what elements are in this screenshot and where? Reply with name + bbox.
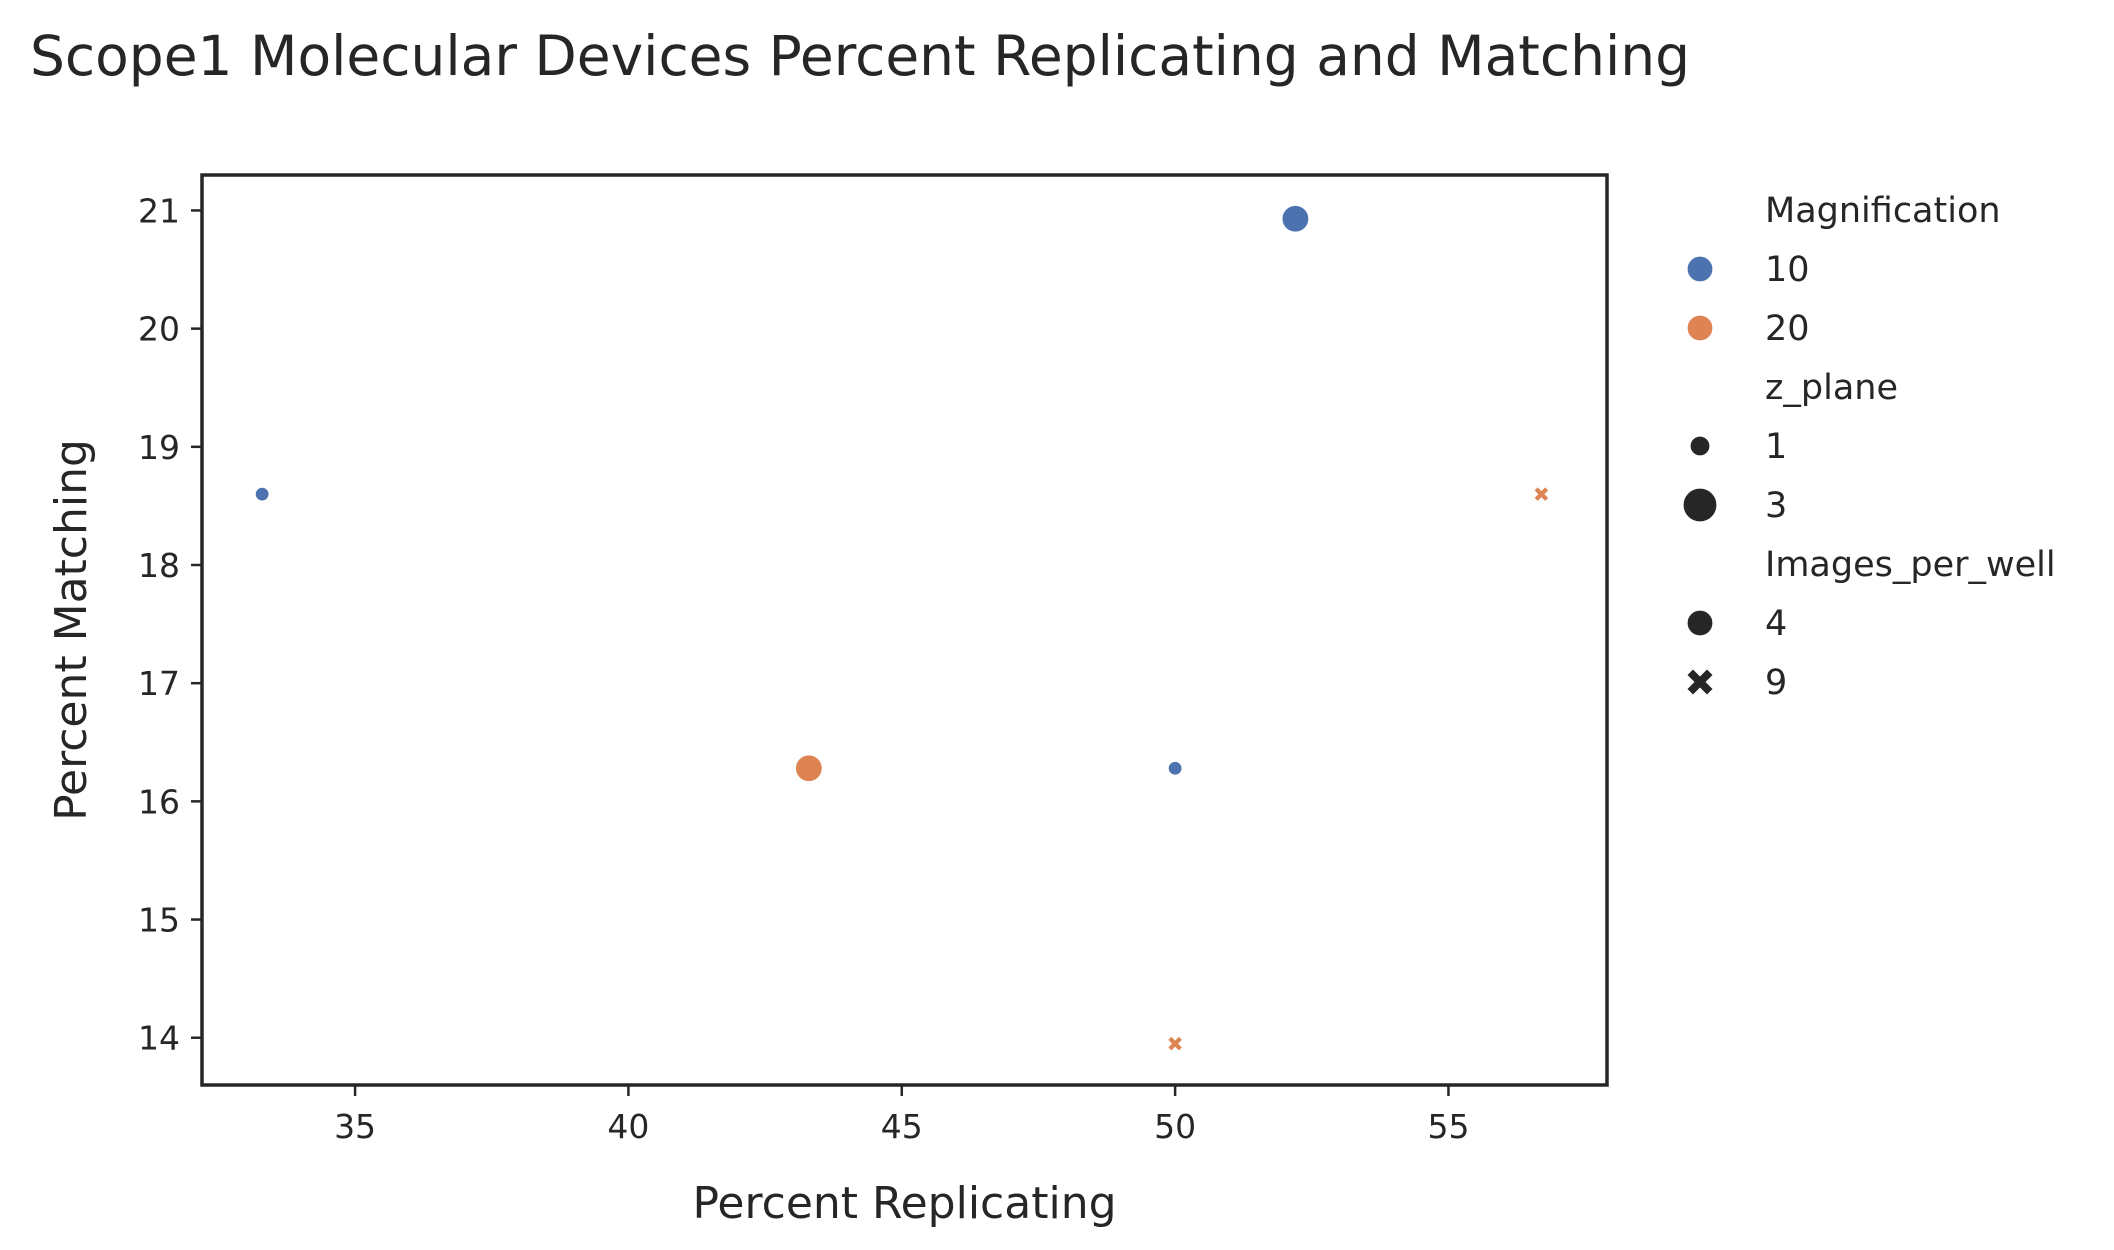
chart-title: Scope1 Molecular Devices Percent Replica…: [30, 24, 1690, 88]
x-tick-label: 55: [1427, 1107, 1469, 1146]
y-tick-label: 16: [138, 782, 180, 821]
x-tick-label: 50: [1154, 1107, 1196, 1146]
legend-label: 1: [1765, 427, 1787, 467]
y-tick-label: 19: [138, 428, 180, 467]
legend-title: z_plane: [1765, 368, 1898, 408]
legend-marker: [1686, 255, 1714, 283]
y-tick-label: 20: [138, 310, 180, 349]
y-tick-label: 15: [138, 901, 180, 940]
data-point: [1281, 204, 1310, 233]
legend-marker: [1682, 487, 1718, 523]
legend-label: 10: [1765, 250, 1810, 290]
legend-label: 4: [1765, 604, 1787, 644]
legend-title: Images_per_well: [1765, 545, 2056, 585]
legend-marker: [1687, 669, 1713, 695]
y-tick-label: 14: [138, 1019, 180, 1058]
legend-label: 20: [1765, 309, 1810, 349]
legend-marker: [1686, 314, 1714, 342]
legend-label: 9: [1765, 663, 1787, 703]
data-point: [794, 754, 823, 783]
data-point: [254, 486, 270, 502]
x-tick-label: 40: [607, 1107, 649, 1146]
legend-label: 3: [1765, 486, 1787, 526]
data-point: [1167, 760, 1183, 776]
data-point: [1534, 487, 1549, 501]
legend-marker: [1686, 609, 1714, 637]
y-tick-label: 18: [138, 546, 180, 585]
x-tick-label: 35: [334, 1107, 376, 1146]
legend-marker: [1689, 435, 1711, 457]
y-axis-label: Percent Matching: [46, 439, 97, 821]
x-tick-label: 45: [881, 1107, 923, 1146]
y-tick-label: 17: [138, 664, 180, 703]
legend: Magnification 10 20 z_plane 1 3 Images_per_wel…: [1682, 191, 2056, 703]
data-point: [1168, 1036, 1182, 1051]
plot-area: 35 40 45 50 55 14 15 16 17 18 19 20 21: [138, 191, 1549, 1146]
y-tick-label: 21: [138, 191, 180, 230]
legend-title: Magnification: [1765, 191, 2001, 231]
plot-frame: [200, 173, 1609, 1087]
x-axis-label: Percent Replicating: [692, 1178, 1116, 1229]
